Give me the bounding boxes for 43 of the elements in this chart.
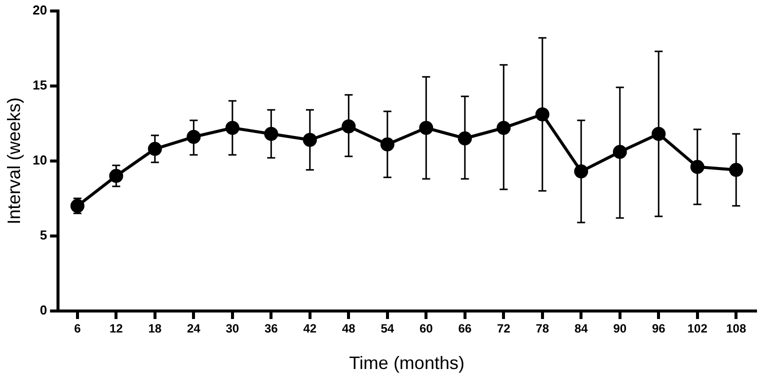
point — [652, 126, 666, 141]
x-tick-label: 6 — [74, 322, 82, 336]
point — [690, 160, 704, 174]
point — [380, 137, 394, 152]
x-tick-label: 96 — [652, 322, 666, 336]
point — [458, 131, 472, 146]
x-tick-label: 72 — [496, 322, 511, 336]
point — [729, 162, 744, 177]
point — [574, 164, 588, 178]
x-tick-label: 24 — [186, 322, 201, 336]
point — [419, 120, 434, 135]
x-tick-label: 54 — [380, 322, 394, 336]
x-tick-label: 102 — [687, 322, 708, 336]
x-tick-label: 108 — [726, 322, 746, 336]
point — [535, 107, 550, 122]
point — [186, 130, 201, 144]
y-tick-label: 20 — [32, 2, 48, 18]
y-axis-title: Interval (weeks) — [4, 97, 24, 224]
x-tick-label: 78 — [536, 322, 550, 336]
x-tick-label: 60 — [419, 322, 434, 336]
x-tick-label: 84 — [574, 322, 588, 336]
x-tick-label: 36 — [264, 322, 278, 336]
point — [70, 198, 84, 213]
x-axis-title: Time (months) — [349, 353, 464, 374]
point — [496, 120, 511, 135]
y-tick-label: 5 — [40, 228, 48, 243]
x-tick-label: 42 — [303, 322, 317, 336]
point — [225, 120, 240, 135]
x-tick-label: 12 — [110, 322, 124, 336]
x-tick-label: 18 — [148, 322, 162, 336]
point — [148, 142, 162, 156]
y-tick-label: 15 — [32, 77, 48, 92]
x-tick-label: 48 — [342, 322, 356, 336]
x-tick-label: 30 — [226, 322, 240, 336]
y-tick-label: 10 — [32, 152, 48, 168]
point — [342, 119, 356, 134]
point — [264, 126, 278, 141]
x-tick-label: 90 — [613, 322, 627, 336]
point — [109, 168, 124, 183]
x-tick-label: 66 — [458, 322, 472, 336]
point — [302, 132, 317, 147]
y-tick-label: 0 — [40, 302, 48, 318]
point — [612, 144, 627, 159]
